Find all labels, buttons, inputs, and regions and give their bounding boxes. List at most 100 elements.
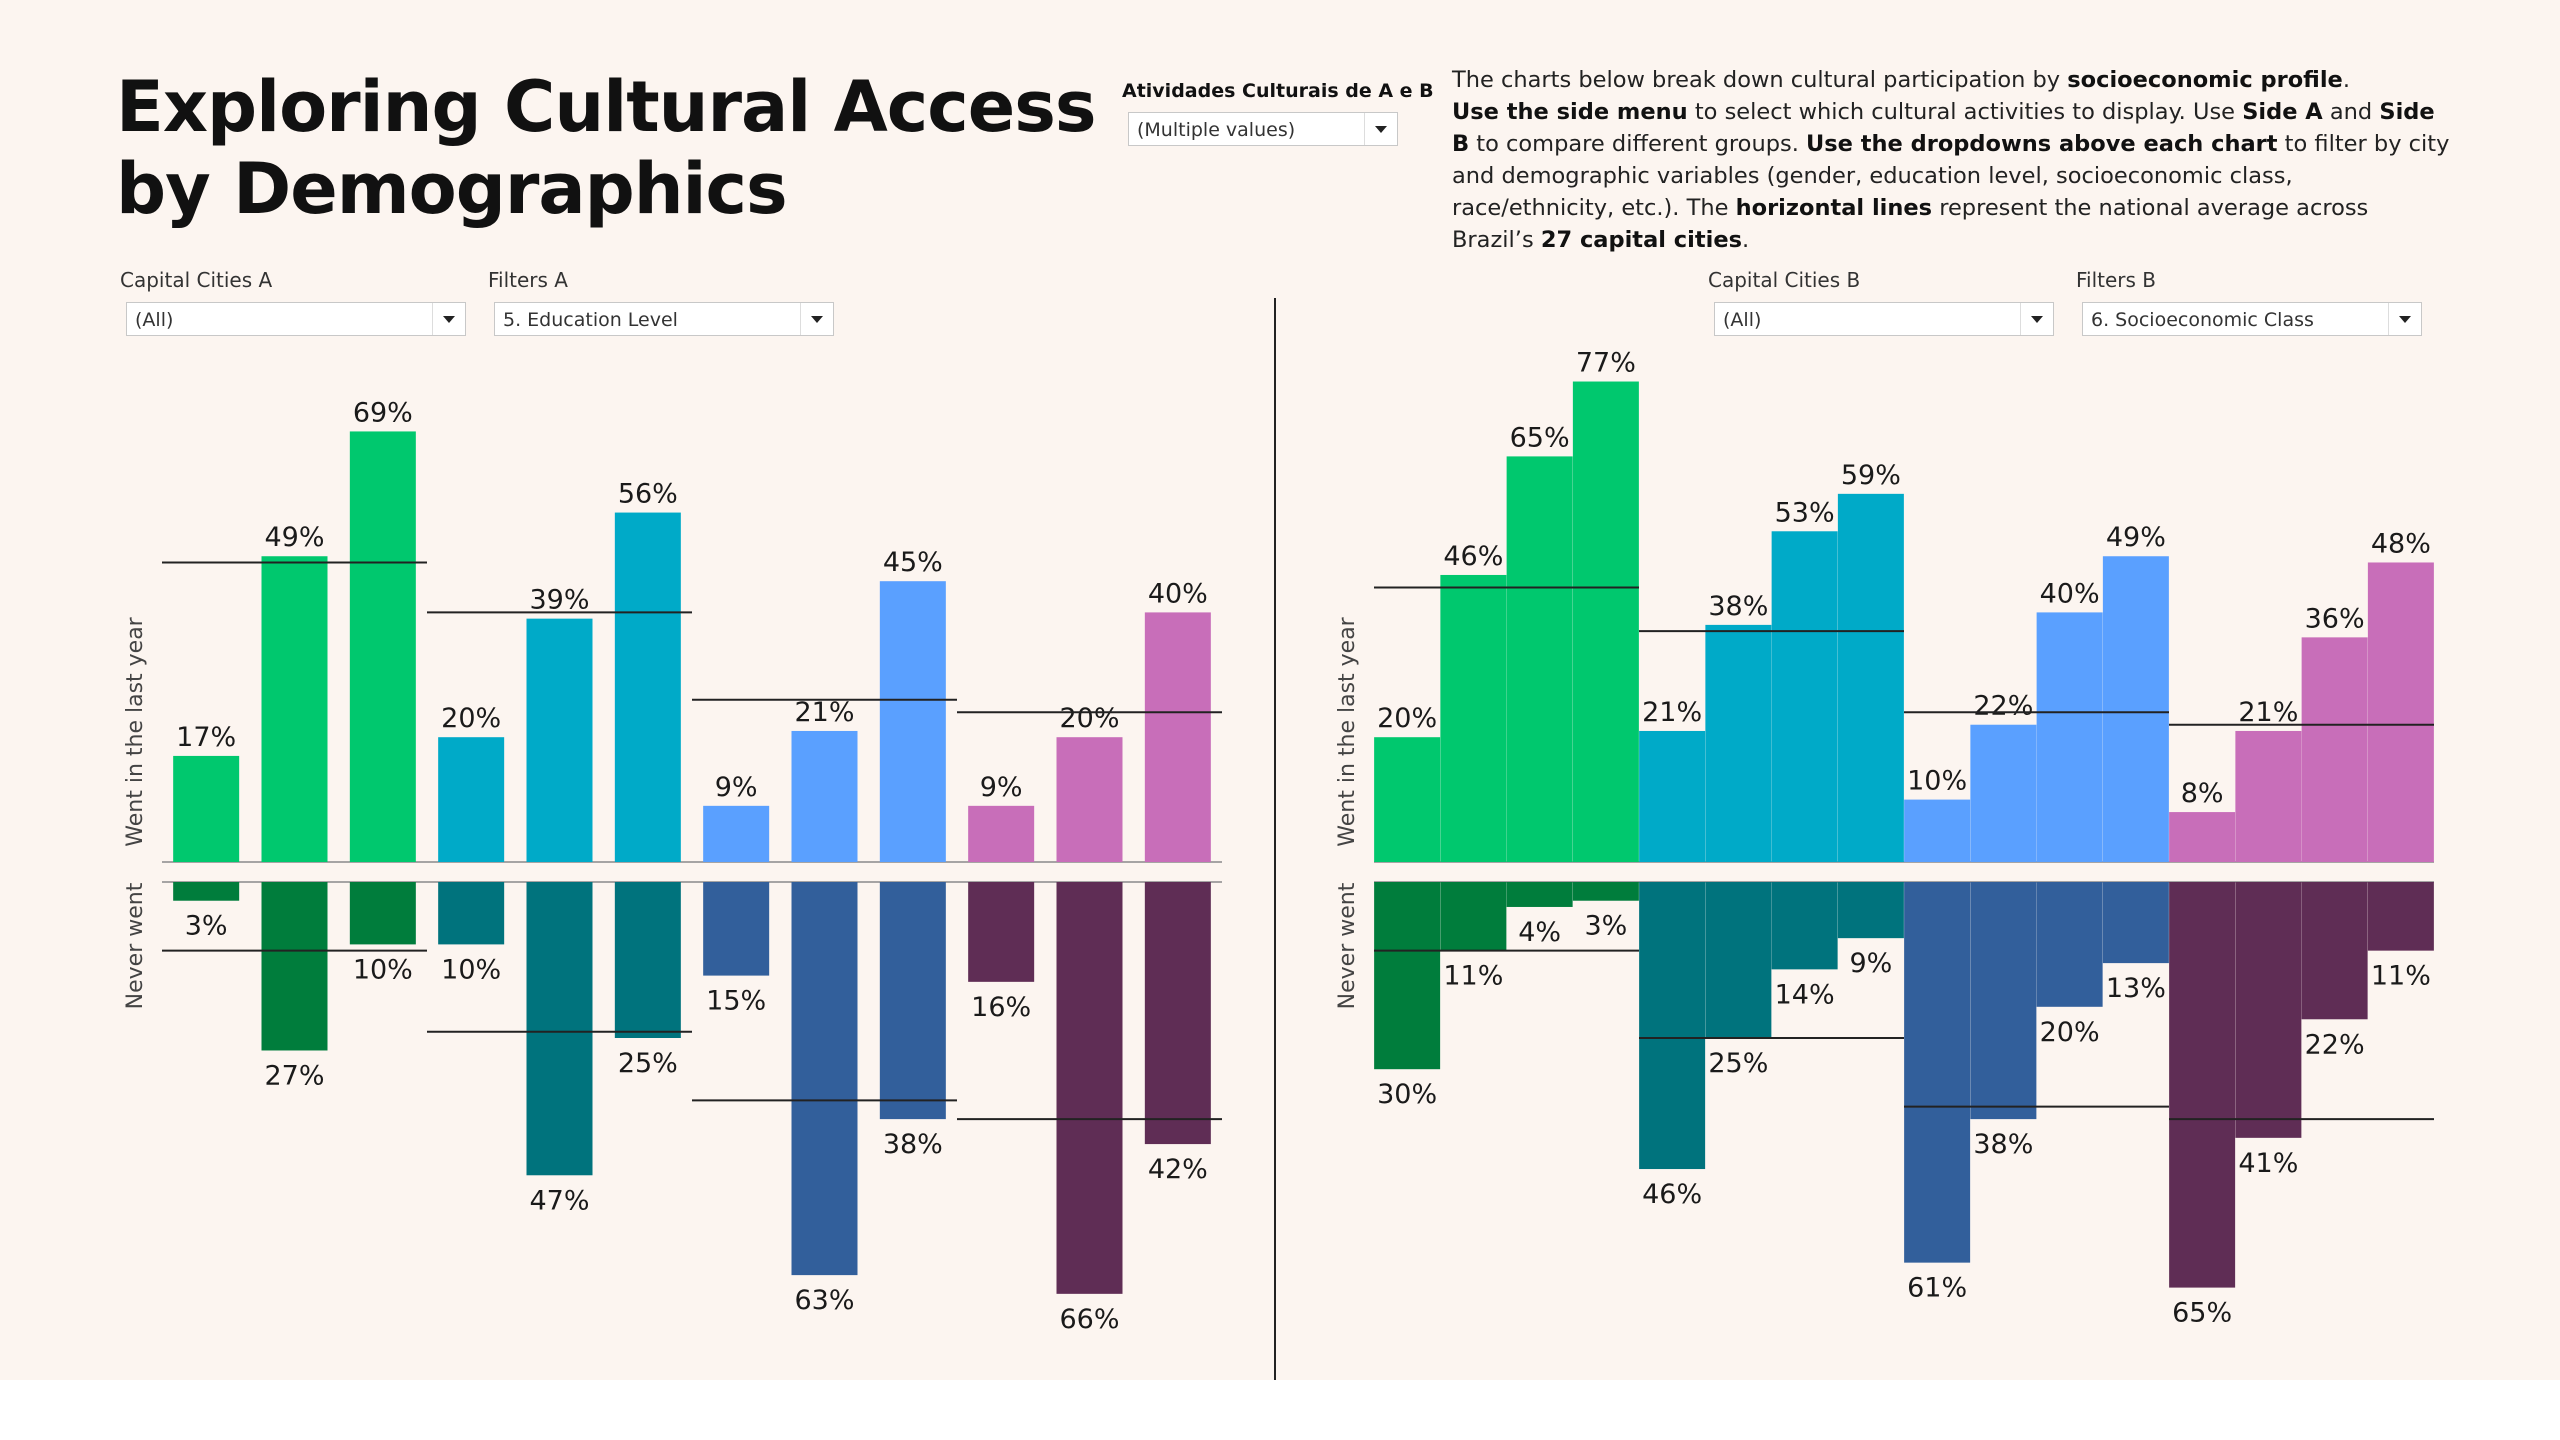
data-label-never: 42%	[1148, 1154, 1208, 1185]
bar-went[interactable]	[1639, 730, 1706, 862]
bar-never[interactable]	[1374, 882, 1441, 1070]
bar-never[interactable]	[1506, 882, 1573, 907]
bar-went[interactable]	[791, 730, 858, 862]
data-label-went: 49%	[264, 522, 324, 553]
bar-went[interactable]	[438, 737, 505, 862]
capital-cities-a-value: (All)	[135, 309, 174, 331]
bar-went[interactable]	[2301, 637, 2368, 862]
bar-went[interactable]	[879, 581, 946, 862]
bar-went[interactable]	[1572, 381, 1639, 862]
data-label-never: 15%	[706, 986, 766, 1017]
bar-never[interactable]	[2102, 882, 2169, 964]
intro-part: to select which cultural activities to d…	[1687, 99, 2243, 125]
bar-went[interactable]	[1374, 737, 1441, 862]
bar-never[interactable]	[2169, 882, 2236, 1288]
bar-never[interactable]	[1144, 882, 1211, 1145]
filters-b-dropdown[interactable]: 6. Socioeconomic Class	[2082, 302, 2422, 336]
chevron-down-icon[interactable]	[800, 303, 833, 335]
data-label-went: 21%	[2238, 697, 2298, 728]
data-label-went: 56%	[618, 479, 678, 510]
bar-went[interactable]	[1705, 624, 1772, 862]
bar-never[interactable]	[349, 882, 416, 945]
bar-never[interactable]	[2036, 882, 2103, 1007]
bar-went[interactable]	[1837, 493, 1904, 862]
bar-never[interactable]	[1056, 882, 1123, 1294]
bar-went[interactable]	[2235, 730, 2302, 862]
bar-never[interactable]	[2235, 882, 2302, 1138]
bar-went[interactable]	[1970, 724, 2037, 862]
bar-went[interactable]	[1506, 456, 1573, 862]
bar-went[interactable]	[1144, 612, 1211, 862]
bar-never[interactable]	[614, 882, 681, 1038]
bar-went[interactable]	[261, 556, 328, 862]
bar-went[interactable]	[526, 618, 593, 862]
bar-never[interactable]	[1440, 882, 1507, 951]
page-title: Exploring Cultural Access by Demographic…	[116, 66, 1097, 230]
bar-went[interactable]	[703, 805, 770, 862]
data-label-went: 38%	[1708, 591, 1768, 622]
bar-went[interactable]	[349, 431, 416, 862]
y-axis-label-never: Never went	[123, 882, 148, 1009]
data-label-went: 40%	[1148, 578, 1208, 609]
bar-went[interactable]	[968, 805, 1035, 862]
bar-never[interactable]	[968, 882, 1035, 982]
chevron-down-icon[interactable]	[2388, 303, 2421, 335]
bar-never[interactable]	[526, 882, 593, 1176]
data-label-went: 21%	[794, 697, 854, 728]
intro-bold: horizontal lines	[1735, 195, 1933, 221]
activity-filter-dropdown[interactable]: (Multiple values)	[1128, 112, 1398, 146]
bar-never[interactable]	[173, 882, 240, 901]
intro-part: .	[2342, 67, 2350, 93]
filters-b-value: 6. Socioeconomic Class	[2091, 309, 2314, 331]
capital-cities-a-label: Capital Cities A	[120, 268, 273, 292]
data-label-never: 25%	[618, 1048, 678, 1079]
bar-never[interactable]	[1639, 882, 1706, 1170]
bar-went[interactable]	[614, 512, 681, 862]
intro-part: to filter by city and demographic variab…	[1452, 131, 2450, 221]
title-line-2: by Demographics	[116, 148, 788, 230]
data-label-never: 14%	[1775, 979, 1835, 1010]
bar-never[interactable]	[261, 882, 328, 1051]
bar-never[interactable]	[2301, 882, 2368, 1020]
bar-went[interactable]	[1440, 574, 1507, 862]
bar-went[interactable]	[173, 755, 240, 862]
data-label-never: 61%	[1907, 1273, 1967, 1304]
title-line-1: Exploring Cultural Access	[116, 66, 1097, 148]
bar-went[interactable]	[1056, 737, 1123, 862]
bar-never[interactable]	[879, 882, 946, 1120]
chevron-down-icon[interactable]	[432, 303, 465, 335]
bar-went[interactable]	[1771, 531, 1838, 862]
filters-a-dropdown[interactable]: 5. Education Level	[494, 302, 834, 336]
data-label-never: 27%	[264, 1060, 324, 1091]
data-label-never: 46%	[1642, 1179, 1702, 1210]
intro-bold: Use the dropdowns above each chart	[1806, 131, 2278, 157]
bar-went[interactable]	[2367, 562, 2434, 862]
capital-cities-b-dropdown[interactable]: (All)	[1714, 302, 2054, 336]
bar-went[interactable]	[2102, 556, 2169, 862]
bar-never[interactable]	[2367, 882, 2434, 951]
chart-side-b: Went in the last year Never went 20% 30% 46%…	[1335, 348, 2434, 1329]
bar-never[interactable]	[791, 882, 858, 1276]
data-label-never: 30%	[1377, 1079, 1437, 1110]
bar-went[interactable]	[1904, 799, 1971, 862]
bar-never[interactable]	[1970, 882, 2037, 1120]
bar-went[interactable]	[2169, 812, 2236, 862]
bar-never[interactable]	[1904, 882, 1971, 1263]
data-label-never: 3%	[185, 911, 228, 942]
chevron-down-icon[interactable]	[1364, 113, 1397, 145]
bar-never[interactable]	[1837, 882, 1904, 939]
bar-went[interactable]	[2036, 612, 2103, 862]
bar-never[interactable]	[703, 882, 770, 976]
data-label-never: 13%	[2106, 973, 2166, 1004]
capital-cities-b-value: (All)	[1723, 309, 1762, 331]
bar-never[interactable]	[1572, 882, 1639, 901]
y-axis-label-went: Went in the last year	[123, 616, 148, 846]
chevron-down-icon[interactable]	[2020, 303, 2053, 335]
data-label-never: 20%	[2040, 1017, 2100, 1048]
data-label-went: 77%	[1576, 348, 1636, 379]
data-label-never: 63%	[794, 1285, 854, 1316]
bar-never[interactable]	[1705, 882, 1772, 1038]
capital-cities-a-dropdown[interactable]: (All)	[126, 302, 466, 336]
bar-never[interactable]	[1771, 882, 1838, 970]
bar-never[interactable]	[438, 882, 505, 945]
